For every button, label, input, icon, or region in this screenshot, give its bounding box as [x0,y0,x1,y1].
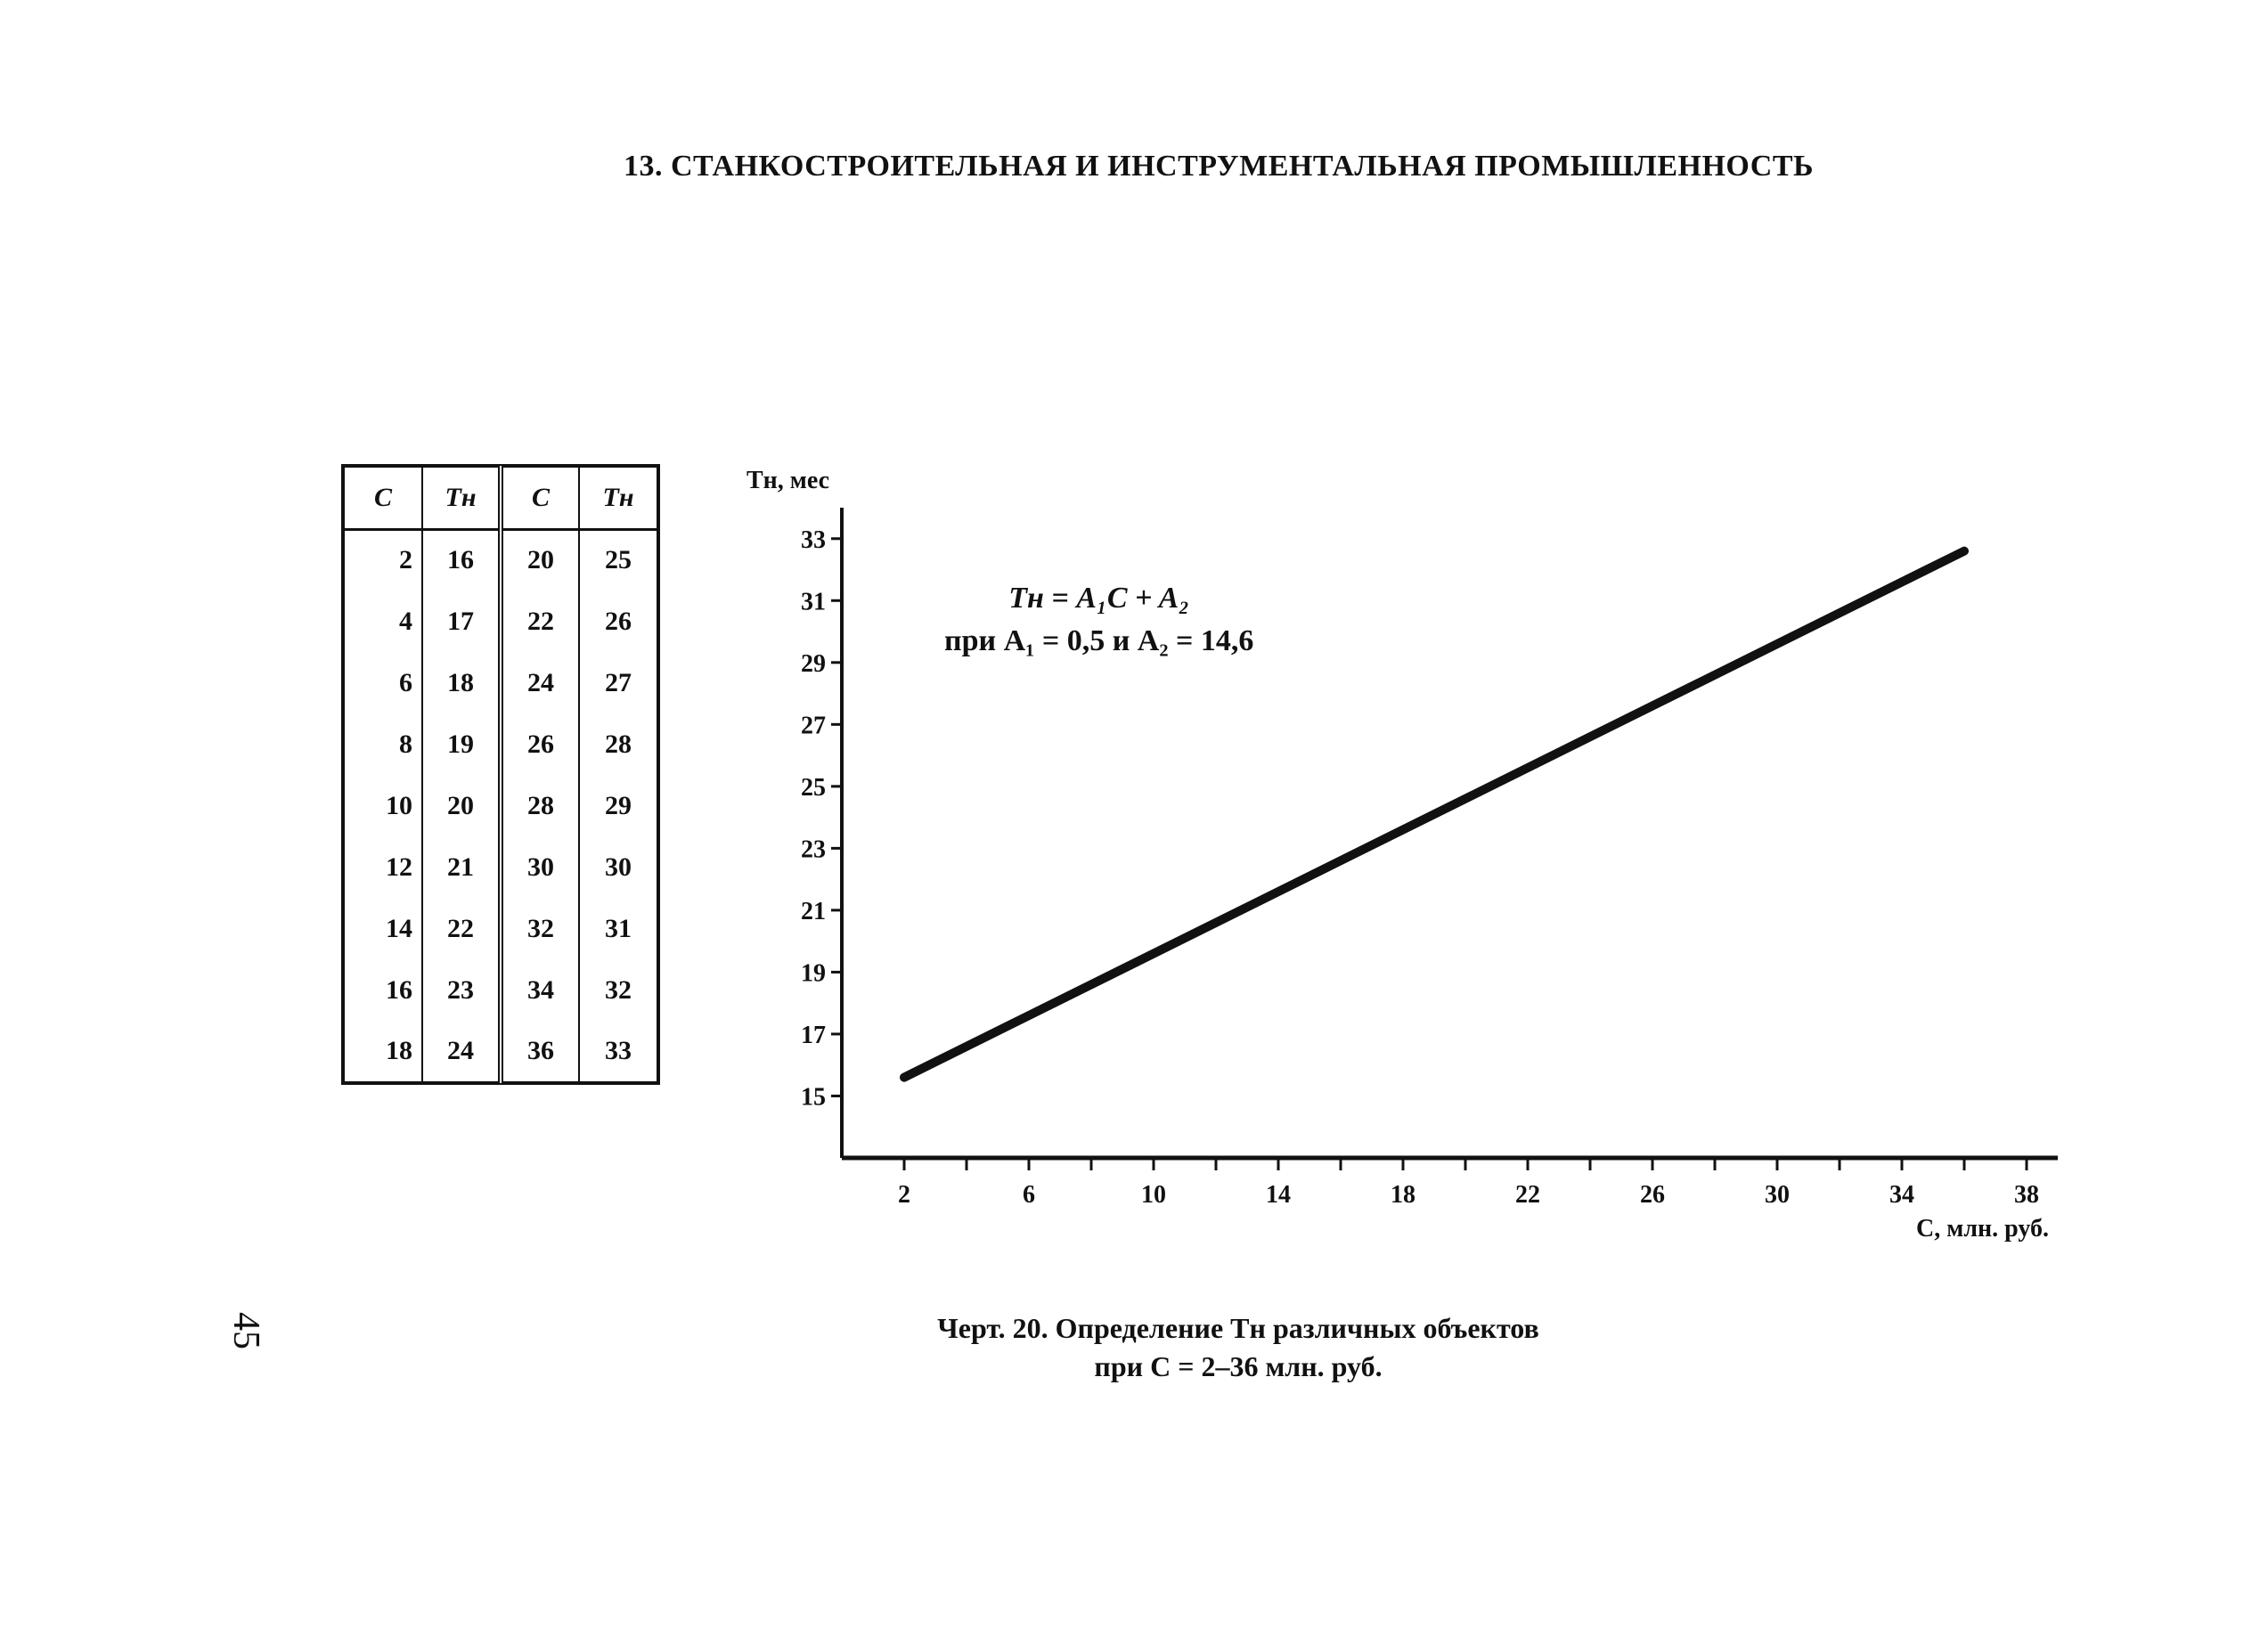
table-row: 10 20 28 29 [343,775,658,836]
formula-annotation: Tн = A₁C + A₂ при A₁ = 0,5 и A₂ = 14,6 [944,577,1253,662]
page-title: 13. СТАНКОСТРОИТЕЛЬНАЯ И ИНСТРУМЕНТАЛЬНА… [624,150,1814,183]
table-cell: 19 [421,713,502,775]
table-cell: 6 [343,652,423,713]
formula-line-2: при A₁ = 0,5 и A₂ = 14,6 [944,623,1254,657]
table-cell: 31 [578,898,658,959]
x-tick-label: 38 [2014,1181,2039,1209]
x-tick-label: 6 [1023,1181,1035,1209]
table-cell: 16 [343,959,423,1021]
y-tick-label: 31 [801,588,826,615]
y-tick-label: 33 [801,526,826,554]
table-cell: 34 [498,959,580,1021]
table-cell: 26 [578,591,658,652]
y-tick-label: 21 [801,898,826,925]
table-cell: 16 [421,529,502,591]
y-axis-label: Tн, мес [746,467,829,494]
data-table: C Tн C Tн 2 16 20 25 4 17 22 26 6 18 24 27 8 19 26 28 10… [341,464,660,1085]
caption-line-1: Черт. 20. Определение Tн различных объек… [937,1312,1539,1344]
table-row: 12 21 30 30 [343,836,658,898]
formula-line-1: Tн = A₁C + A₂ [1008,582,1190,615]
header-tn-1: Tн [421,466,502,531]
table-cell: 32 [578,959,658,1021]
table-cell: 17 [421,591,502,652]
table-cell: 26 [498,713,580,775]
table-cell: 28 [498,775,580,836]
table-row: 6 18 24 27 [343,652,658,713]
table-cell: 20 [421,775,502,836]
table-row: 16 23 34 32 [343,959,658,1021]
y-tick-label: 23 [801,835,826,863]
table-cell: 21 [421,836,502,898]
table-header-row: C Tн C Tн [343,466,658,531]
header-tn-2: Tн [578,466,658,531]
caption-line-2: при C = 2–36 млн. руб. [1094,1350,1383,1383]
table-row: 2 16 20 25 [343,529,658,591]
table-cell: 24 [421,1021,502,1083]
table-row: 8 19 26 28 [343,713,658,775]
table-cell: 23 [421,959,502,1021]
table-cell: 12 [343,836,423,898]
table-row: 14 22 32 31 [343,898,658,959]
table-cell: 14 [343,898,423,959]
table-row: 4 17 22 26 [343,591,658,652]
table-cell: 8 [343,713,423,775]
table-cell: 22 [498,591,580,652]
table-cell: 20 [498,529,580,591]
table-cell: 10 [343,775,423,836]
y-tick-label: 17 [801,1022,826,1049]
header-c-1: C [343,466,423,531]
table-cell: 33 [578,1021,658,1083]
x-tick-label: 34 [1889,1181,1914,1209]
x-axis-label: C, млн. руб. [1916,1215,2049,1243]
y-tick-label: 27 [801,712,826,739]
table-cell: 2 [343,529,423,591]
x-tick-label: 10 [1141,1181,1166,1209]
y-tick-label: 25 [801,774,826,802]
table-cell: 27 [578,652,658,713]
table-cell: 28 [578,713,658,775]
figure-caption: Черт. 20. Определение Tн различных объек… [882,1309,1595,1386]
header-c-2: C [498,466,580,531]
table-cell: 32 [498,898,580,959]
table-cell: 18 [421,652,502,713]
table-cell: 18 [343,1021,423,1083]
x-tick-label: 30 [1765,1181,1790,1209]
y-tick-label: 29 [801,650,826,678]
table-cell: 24 [498,652,580,713]
y-tick-label: 15 [801,1083,826,1111]
table-cell: 22 [421,898,502,959]
table-cell: 30 [498,836,580,898]
table-cell: 4 [343,591,423,652]
table-row: 18 24 36 33 [343,1021,658,1083]
x-tick-label: 26 [1640,1181,1665,1209]
x-tick-label: 18 [1391,1181,1415,1209]
y-tick-label: 19 [801,959,826,987]
table-cell: 25 [578,529,658,591]
page-number: 45 [225,1312,266,1349]
series-line [900,546,1969,1082]
x-tick-label: 22 [1515,1181,1540,1209]
x-tick-label: 2 [898,1181,910,1209]
table-cell: 36 [498,1021,580,1083]
x-tick-label: 14 [1266,1181,1291,1209]
table-cell: 29 [578,775,658,836]
table-cell: 30 [578,836,658,898]
